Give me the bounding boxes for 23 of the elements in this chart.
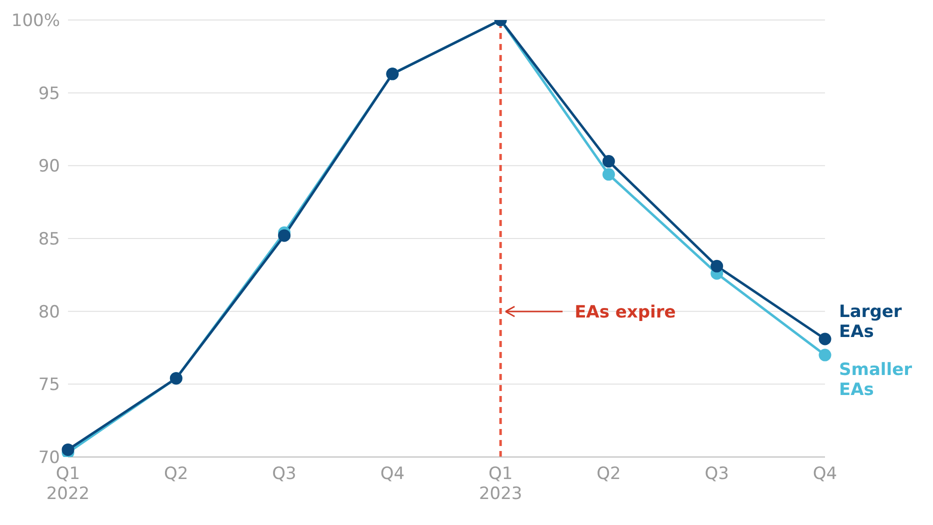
x-tick-label: Q3 xyxy=(272,464,296,484)
point xyxy=(818,332,832,346)
x-tick-label: Q4 xyxy=(812,464,838,484)
x-tick-label: Q1 2023 xyxy=(478,464,522,504)
x-tick-label: Q2 xyxy=(596,464,621,484)
y-tick-label: 75 xyxy=(38,375,60,396)
y-tick-label: 80 xyxy=(38,302,60,322)
point xyxy=(62,443,74,456)
x-tick-label: Q4 xyxy=(380,464,405,484)
y-tick-label: 100% xyxy=(11,11,60,32)
x-tick-label: Q2 xyxy=(164,464,188,484)
point xyxy=(278,229,291,242)
y-tick-label: 95 xyxy=(38,84,60,104)
y-tick-label: 90 xyxy=(38,156,60,177)
series-label: Smaller EAs xyxy=(839,360,913,400)
y-tick-label: 85 xyxy=(38,230,60,250)
point xyxy=(818,348,832,362)
point xyxy=(602,155,615,168)
point xyxy=(710,260,724,272)
x-tick-label: Q3 xyxy=(704,464,729,484)
point xyxy=(602,168,615,181)
series-label: Larger EAs xyxy=(839,302,902,342)
ref-line-label: EAs expire xyxy=(574,302,676,322)
